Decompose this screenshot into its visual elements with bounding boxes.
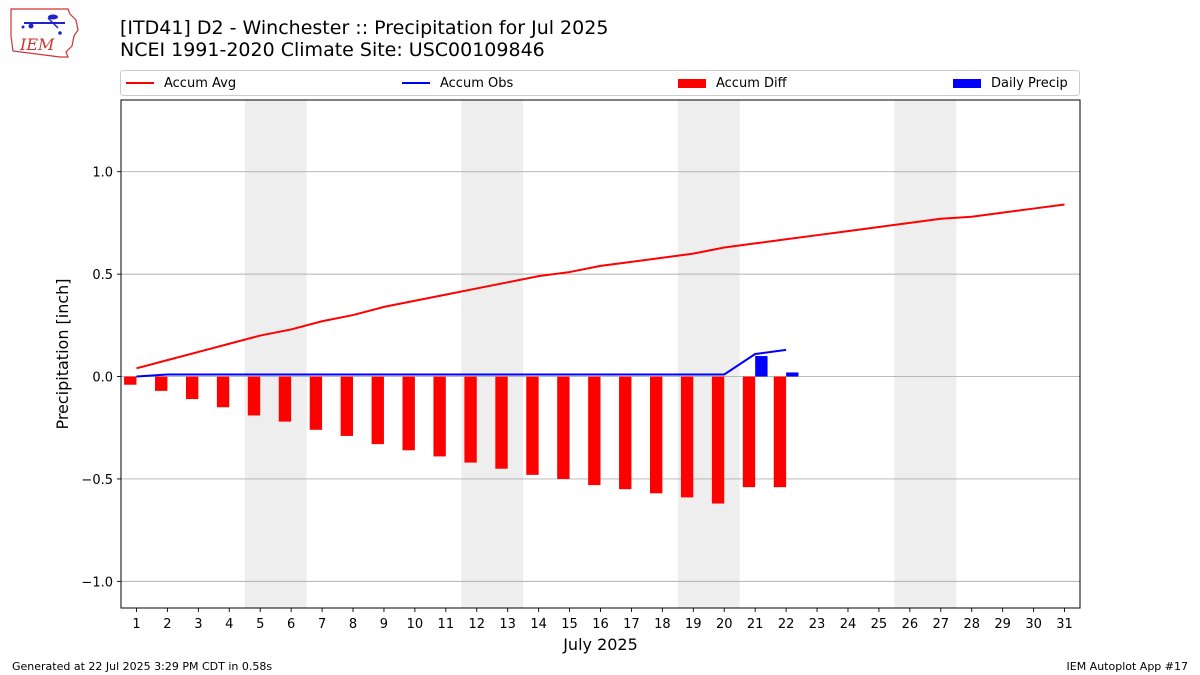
- legend-label: Accum Avg: [164, 75, 237, 91]
- x-tick-label: 29: [994, 617, 1011, 632]
- x-tick-label: 19: [685, 617, 702, 632]
- chart-subtitle: NCEI 1991-2020 Climate Site: USC00109846: [120, 39, 545, 61]
- x-tick-label: 8: [349, 617, 357, 632]
- accum-diff-bar: [402, 376, 415, 451]
- x-tick-label: 28: [963, 617, 980, 632]
- chart-title: [ITD41] D2 - Winchester :: Precipitation…: [120, 17, 609, 39]
- x-tick-label: 21: [747, 617, 764, 632]
- legend-item-daily-precip: Daily Precip: [953, 71, 1068, 95]
- accum-diff-bar: [742, 376, 756, 488]
- y-axis-label: Precipitation [inch]: [53, 278, 72, 429]
- iem-logo: IEM: [10, 8, 79, 58]
- daily-precip-bar: [786, 372, 799, 377]
- x-tick-label: 27: [933, 617, 950, 632]
- accum-diff-bar: [278, 376, 292, 422]
- accum-diff-bar: [588, 376, 601, 486]
- x-tick-label: 2: [163, 617, 171, 632]
- legend-swatch: [402, 82, 430, 84]
- x-tick-label: 13: [499, 617, 516, 632]
- x-tick-label: 4: [225, 617, 233, 632]
- weekend-band: [677, 100, 740, 608]
- accum-diff-bar: [309, 376, 323, 430]
- x-tick-label: 15: [561, 617, 578, 632]
- accum-diff-bar: [464, 376, 477, 463]
- legend-swatch: [126, 82, 154, 84]
- x-tick-label: 31: [1056, 617, 1073, 632]
- x-tick-label: 25: [871, 617, 888, 632]
- y-tick-label: −0.5: [81, 473, 113, 488]
- accum-diff-bar: [433, 376, 446, 457]
- x-tick-label: 30: [1025, 617, 1042, 632]
- accum-diff-bar: [247, 376, 261, 416]
- x-tick-label: 26: [902, 617, 919, 632]
- legend-item-accum-obs: Accum Obs: [402, 71, 513, 95]
- x-tick-label: 16: [592, 617, 609, 632]
- app-credit: IEM Autoplot App #17: [1066, 660, 1189, 673]
- accum-diff-bar: [371, 376, 384, 445]
- accum-diff-bar: [711, 376, 725, 504]
- x-tick-label: 14: [530, 617, 547, 632]
- generated-timestamp: Generated at 22 Jul 2025 3:29 PM CDT in …: [12, 660, 273, 673]
- x-tick-label: 10: [407, 617, 424, 632]
- legend-swatch: [678, 78, 706, 88]
- weekend-band: [894, 100, 957, 608]
- weekend-band: [461, 100, 524, 608]
- weekend-band: [244, 100, 307, 608]
- y-tick-label: −1.0: [81, 575, 113, 590]
- x-tick-label: 5: [256, 617, 264, 632]
- x-tick-label: 12: [468, 617, 485, 632]
- x-axis-label: July 2025: [562, 635, 638, 654]
- legend-label: Daily Precip: [991, 75, 1068, 91]
- accum-diff-bar: [773, 376, 787, 488]
- x-tick-label: 23: [809, 617, 826, 632]
- x-tick-label: 18: [654, 617, 671, 632]
- x-tick-label: 11: [438, 617, 455, 632]
- logo-text: IEM: [19, 35, 55, 54]
- line-accum-avg: [136, 203, 1065, 370]
- chart-legend: Accum Avg Accum Obs Accum Diff Daily Precip: [120, 70, 1080, 96]
- daily-precip-bar: [755, 356, 768, 377]
- accum-diff-bar: [495, 376, 508, 469]
- accum-diff-bar: [340, 376, 354, 436]
- line-accum-obs: [136, 348, 787, 378]
- legend-swatch: [953, 78, 981, 88]
- legend-label: Accum Diff: [716, 75, 787, 91]
- accum-diff-bar: [155, 376, 168, 391]
- legend-item-accum-diff: Accum Diff: [678, 71, 787, 95]
- y-tick-label: 0.0: [92, 371, 113, 386]
- accum-diff-bar: [185, 376, 199, 400]
- y-tick-label: 1.0: [92, 166, 113, 181]
- accum-diff-bar: [124, 376, 137, 385]
- x-tick-label: 3: [194, 617, 202, 632]
- iowa-outline-icon: [10, 8, 79, 58]
- x-tick-label: 17: [623, 617, 640, 632]
- x-tick-label: 9: [380, 617, 388, 632]
- x-tick-label: 6: [287, 617, 295, 632]
- x-tick-label: 7: [318, 617, 326, 632]
- accum-diff-bar: [619, 376, 632, 490]
- legend-label: Accum Obs: [440, 75, 514, 91]
- x-tick-label: 1: [132, 617, 140, 632]
- x-tick-label: 22: [778, 617, 795, 632]
- x-tick-label: 20: [716, 617, 733, 632]
- accum-diff-bar: [557, 376, 570, 479]
- accum-diff-bar: [216, 376, 230, 408]
- accum-diff-bar: [526, 376, 539, 475]
- legend-item-accum-avg: Accum Avg: [126, 71, 236, 95]
- x-tick-label: 24: [840, 617, 857, 632]
- accum-diff-bar: [649, 376, 663, 494]
- plot-frame: [120, 99, 1081, 609]
- y-tick-label: 0.5: [92, 268, 113, 283]
- accum-diff-bar: [680, 376, 694, 498]
